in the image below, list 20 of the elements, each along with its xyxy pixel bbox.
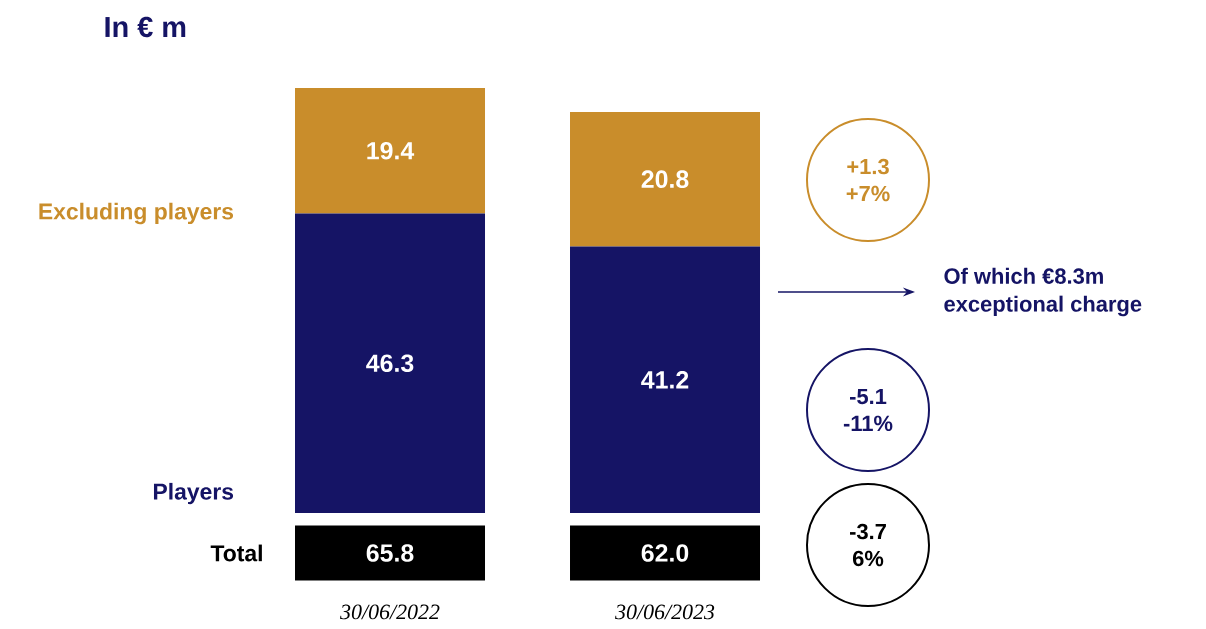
text: -3.7 6%: [849, 523, 886, 567]
text: Players: [153, 482, 234, 505]
text: -5.1 -11%: [843, 388, 893, 432]
data-label: 19.4: [367, 141, 415, 160]
x-tick-label: 30/06/2022: [340, 604, 440, 620]
text: Total: [210, 544, 262, 562]
data-label: 41.2: [641, 371, 689, 389]
data-label: 20.8: [641, 170, 689, 189]
x-tick-label: 30/06/2023: [615, 604, 715, 620]
bar: [570, 111, 761, 247]
total-label: 65.8: [366, 544, 414, 562]
bar: [295, 213, 486, 513]
chart-title: In € m: [105, 16, 186, 38]
total-label: 62.0: [641, 544, 689, 562]
bar: [570, 246, 761, 513]
text: Of which €8.3m exceptional charge: [944, 267, 1142, 317]
bar: [295, 87, 486, 214]
text: +1.3 +7%: [846, 158, 890, 202]
text: Excluding players: [39, 202, 234, 225]
data-label: 46.3: [366, 354, 414, 373]
